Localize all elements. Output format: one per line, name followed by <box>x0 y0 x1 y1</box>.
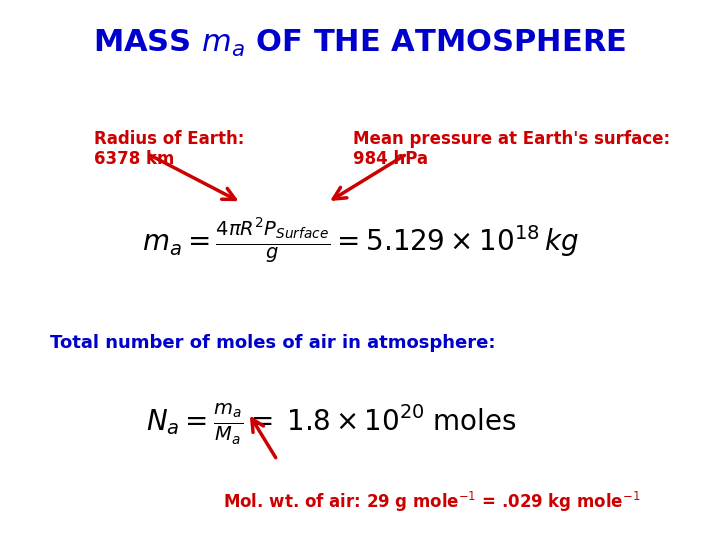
Text: Total number of moles of air in atmosphere:: Total number of moles of air in atmosphe… <box>50 334 496 352</box>
Text: $N_a = \frac{m_a}{M_a} =\; 1.8 \times 10^{20}\; \mathrm{moles}$: $N_a = \frac{m_a}{M_a} =\; 1.8 \times 10… <box>146 401 516 447</box>
Text: Radius of Earth:
6378 km: Radius of Earth: 6378 km <box>94 130 244 168</box>
Text: Mean pressure at Earth's surface:
984 hPa: Mean pressure at Earth's surface: 984 hP… <box>353 130 670 168</box>
Text: $m_a = \frac{4\pi R^2 P_{Surface}}{g} = 5.129 \times 10^{18}\, kg$: $m_a = \frac{4\pi R^2 P_{Surface}}{g} = … <box>142 215 578 265</box>
Text: MASS $\mathit{m}_a$ OF THE ATMOSPHERE: MASS $\mathit{m}_a$ OF THE ATMOSPHERE <box>94 28 626 59</box>
Text: Mol. wt. of air: 29 g mole$^{-1}$ = .029 kg mole$^{-1}$: Mol. wt. of air: 29 g mole$^{-1}$ = .029… <box>223 490 641 514</box>
